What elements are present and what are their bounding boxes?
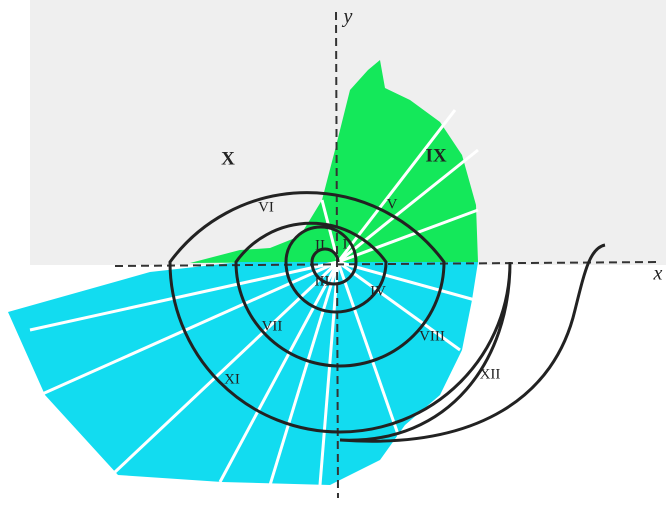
axis-label: y — [342, 6, 353, 28]
cyan-region — [8, 262, 478, 485]
region-label: V — [387, 196, 398, 212]
region-label: VII — [262, 318, 283, 334]
region-label: IV — [370, 283, 386, 299]
region-label: VI — [258, 199, 274, 215]
region-label: III — [315, 273, 330, 289]
region-label: VIII — [419, 328, 445, 344]
region-label: XII — [480, 366, 501, 382]
axes — [114, 11, 661, 499]
region-label: II — [315, 237, 325, 253]
region-label: IX — [425, 145, 446, 166]
axis-label: x — [653, 263, 663, 285]
region-label: X — [221, 148, 235, 169]
region-label: I — [343, 236, 348, 252]
green-region — [190, 60, 478, 263]
region-label: XI — [224, 371, 240, 387]
spiral — [168, 191, 606, 443]
